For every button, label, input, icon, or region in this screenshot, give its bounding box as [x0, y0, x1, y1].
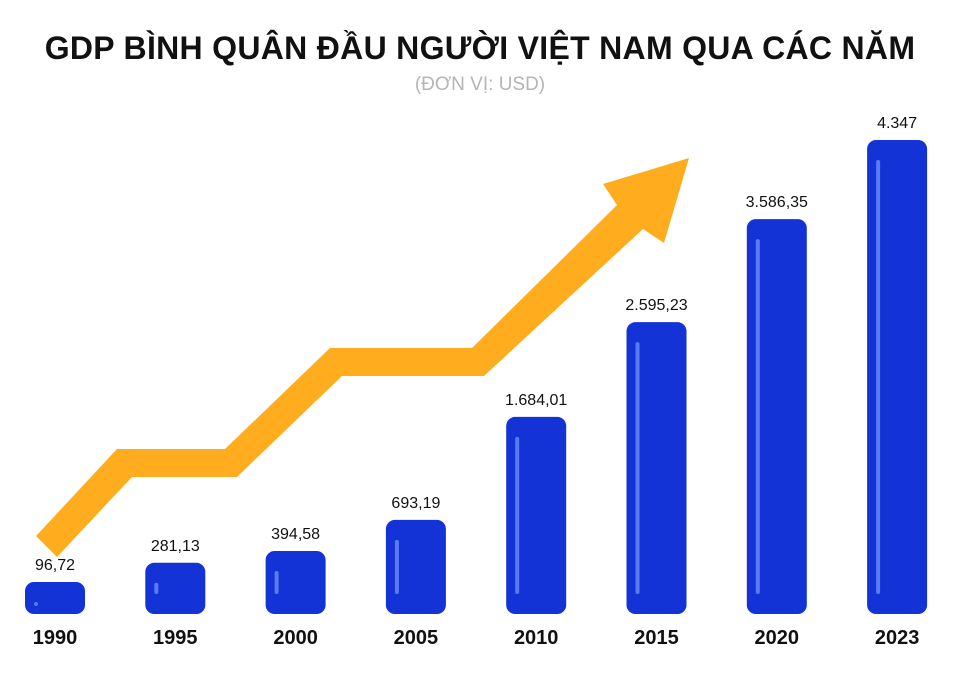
- category-label-2015: 2015: [634, 627, 679, 649]
- bar-1995: [145, 562, 206, 614]
- bar-2005: [385, 519, 446, 614]
- bar-2020: [746, 219, 807, 614]
- value-label-2023: 4.347: [877, 115, 917, 132]
- bar-2000: [265, 550, 326, 614]
- category-label-2010: 2010: [514, 627, 559, 649]
- bar-highlight-1990: [34, 601, 38, 606]
- value-label-1995: 281,13: [151, 538, 200, 555]
- trend-arrow: [36, 158, 689, 557]
- category-label-1990: 1990: [33, 627, 78, 649]
- value-label-2020: 3.586,35: [746, 194, 808, 211]
- bar-highlight-2010: [515, 436, 520, 594]
- value-label-2015: 2.595,23: [625, 297, 687, 314]
- value-label-1990: 96,72: [35, 557, 75, 574]
- category-label-2023: 2023: [875, 627, 920, 649]
- value-label-2005: 693,19: [391, 495, 440, 512]
- category-label-1995: 1995: [153, 627, 198, 649]
- bar-highlight-2015: [635, 342, 640, 594]
- bar-highlight-1995: [154, 582, 159, 594]
- bar-highlight-2005: [394, 539, 399, 594]
- bar-2010: [506, 416, 567, 614]
- bar-2015: [626, 322, 687, 614]
- value-label-2010: 1.684,01: [505, 392, 567, 409]
- chart-title: GDP BÌNH QUÂN ĐẦU NGƯỜI VIỆT NAM QUA CÁC…: [44, 30, 916, 66]
- bar-1990: [25, 581, 85, 614]
- bar-2023: [867, 140, 928, 614]
- bar-highlight-2020: [755, 239, 760, 594]
- bar-highlight-2023: [876, 160, 881, 594]
- category-label-2000: 2000: [273, 627, 318, 649]
- bar-highlight-2000: [274, 570, 279, 594]
- chart-subtitle: (ĐƠN VỊ: USD): [414, 74, 546, 95]
- category-label-2005: 2005: [394, 627, 439, 649]
- category-label-2020: 2020: [755, 627, 800, 649]
- value-label-2000: 394,58: [271, 526, 320, 543]
